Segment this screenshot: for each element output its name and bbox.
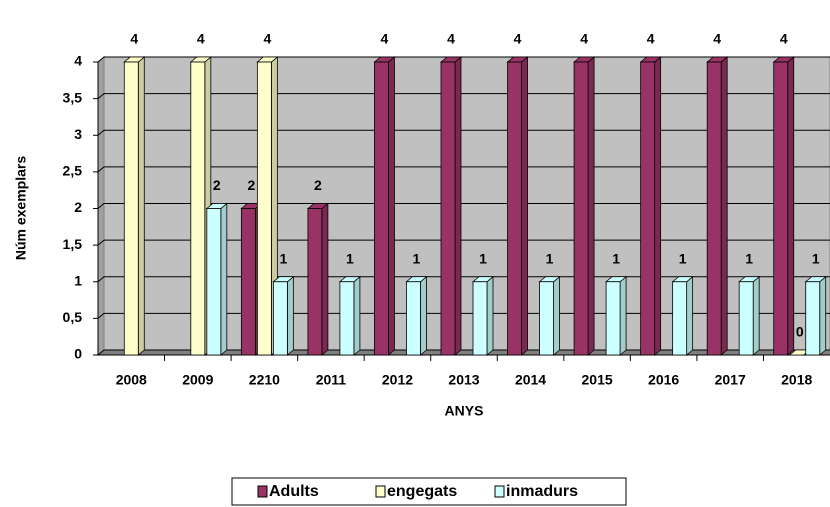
x-tick-label: 2017 xyxy=(715,372,746,388)
y-tick-label: 2,5 xyxy=(63,163,83,179)
bar xyxy=(206,208,222,356)
bar-side xyxy=(720,56,728,356)
bar xyxy=(672,281,688,356)
x-tick-label: 2015 xyxy=(582,372,613,388)
x-tick-label: 2014 xyxy=(515,372,546,388)
bar-side xyxy=(286,275,294,356)
legend-swatch xyxy=(257,485,268,498)
bar-side xyxy=(752,275,760,356)
y-tick-label: 1 xyxy=(74,272,82,288)
bar xyxy=(507,61,522,356)
bar-side xyxy=(137,56,145,356)
data-label: 0 xyxy=(796,324,804,340)
y-tick-label: 3 xyxy=(74,126,82,142)
bar xyxy=(190,61,206,356)
bar xyxy=(272,281,288,356)
legend-label: inmadurs xyxy=(506,483,578,500)
bar xyxy=(374,61,389,356)
data-label: 1 xyxy=(479,250,487,266)
bar-side xyxy=(654,56,662,356)
bar xyxy=(406,281,421,356)
bar xyxy=(240,208,256,356)
legend-swatch xyxy=(375,485,386,498)
data-label: 4 xyxy=(647,31,655,47)
bar xyxy=(640,61,656,356)
bar xyxy=(123,61,139,356)
bar xyxy=(805,281,821,356)
bar xyxy=(472,281,488,356)
bar xyxy=(256,61,272,356)
x-tick-label: 2008 xyxy=(116,372,147,388)
bar xyxy=(573,61,589,356)
bar-side xyxy=(619,275,627,356)
y-tick-label: 1,5 xyxy=(63,236,83,252)
y-tick-label: 0,5 xyxy=(63,309,83,325)
data-label: 4 xyxy=(514,31,522,47)
data-label: 4 xyxy=(780,31,788,47)
legend-swatch xyxy=(494,485,505,498)
data-label: 2 xyxy=(314,177,322,193)
x-axis-label: ANYS xyxy=(445,403,484,419)
data-label: 4 xyxy=(130,31,138,47)
x-tick-label: 2210 xyxy=(249,372,280,388)
legend-label: Adults xyxy=(269,483,319,500)
data-label: 4 xyxy=(580,31,588,47)
y-tick-label: 3,5 xyxy=(63,89,83,105)
data-label: 4 xyxy=(381,31,389,47)
legend-label: engegats xyxy=(387,483,457,500)
bar-side xyxy=(819,275,827,356)
bar-side xyxy=(388,56,395,356)
bar-side xyxy=(454,56,462,356)
data-label: 2 xyxy=(247,177,255,193)
bar xyxy=(706,61,722,356)
bar-side xyxy=(686,275,694,356)
bar-side xyxy=(420,275,427,356)
bar xyxy=(440,61,456,356)
data-label: 4 xyxy=(713,31,721,47)
x-tick-label: 2018 xyxy=(781,372,812,388)
bar-side xyxy=(553,275,560,356)
y-tick-label: 0 xyxy=(74,346,82,362)
data-label: 1 xyxy=(612,250,620,266)
data-label: 2 xyxy=(213,177,221,193)
y-axis-label: Núm exemplars xyxy=(13,156,29,260)
data-label: 4 xyxy=(447,31,455,47)
data-label: 4 xyxy=(197,31,205,47)
bar-side xyxy=(220,202,228,356)
x-tick-label: 2011 xyxy=(316,372,347,388)
data-label: 1 xyxy=(546,250,554,266)
bar-side xyxy=(521,56,528,356)
bar xyxy=(339,281,355,356)
data-label: 1 xyxy=(279,250,287,266)
legend-box xyxy=(231,477,627,506)
x-tick-label: 2012 xyxy=(382,372,413,388)
x-tick-label: 2016 xyxy=(648,372,679,388)
bar-side xyxy=(353,275,361,356)
bar xyxy=(307,208,323,356)
bar-side xyxy=(486,275,494,356)
y-tick-label: 4 xyxy=(74,53,82,69)
data-label: 1 xyxy=(812,250,820,266)
bar xyxy=(605,281,621,356)
data-label: 1 xyxy=(745,250,753,266)
x-tick-label: 2009 xyxy=(182,372,213,388)
data-label: 1 xyxy=(346,250,354,266)
bar xyxy=(773,61,789,356)
x-tick-label: 2013 xyxy=(448,372,479,388)
y-tick-label: 2 xyxy=(74,199,82,215)
bar-side xyxy=(587,56,595,356)
data-label: 4 xyxy=(263,31,271,47)
bar-side xyxy=(787,56,795,356)
data-label: 1 xyxy=(413,250,421,266)
bar xyxy=(539,281,554,356)
bar xyxy=(738,281,754,356)
data-label: 1 xyxy=(679,250,687,266)
bar-side xyxy=(321,202,329,356)
